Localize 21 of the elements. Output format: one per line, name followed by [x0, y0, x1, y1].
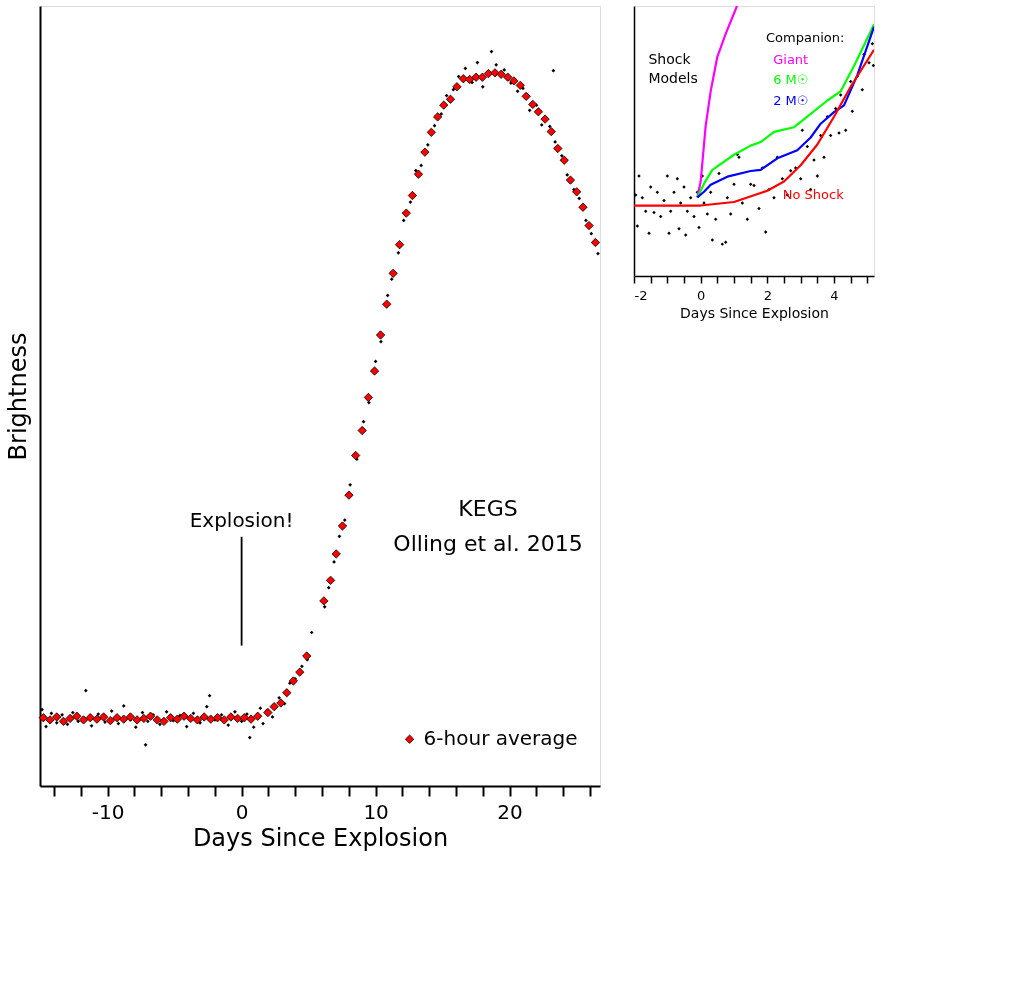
x-tick-label: -10: [91, 799, 125, 824]
x-tick-label: 0: [235, 799, 249, 824]
annotation: Olling et al. 2015: [393, 531, 583, 557]
x-tick-label: 20: [497, 799, 523, 824]
annotation: Shock Models: [648, 51, 698, 86]
series-label: No Shock: [782, 187, 845, 202]
x-axis-title: Days Since Explosion: [680, 304, 829, 321]
annotation: Explosion!: [189, 507, 294, 532]
x-tick-label: 10: [363, 799, 389, 824]
annotation: KEGS: [458, 496, 518, 522]
x-axis-title: Days Since Explosion: [192, 823, 449, 852]
x-tick-label: 4: [830, 287, 839, 303]
text: Giant: [773, 52, 809, 67]
legend-label: 6-hour average: [423, 726, 578, 751]
x-tick-label: 2: [763, 287, 772, 303]
x-tick-label: -2: [634, 287, 648, 303]
x-tick-label: 0: [697, 287, 706, 303]
annotation: Companion:: [766, 30, 845, 46]
series-label: 2 M☉: [773, 92, 809, 108]
series-label: 6 M☉: [773, 72, 809, 88]
y-axis-title: Brightness: [3, 332, 32, 461]
